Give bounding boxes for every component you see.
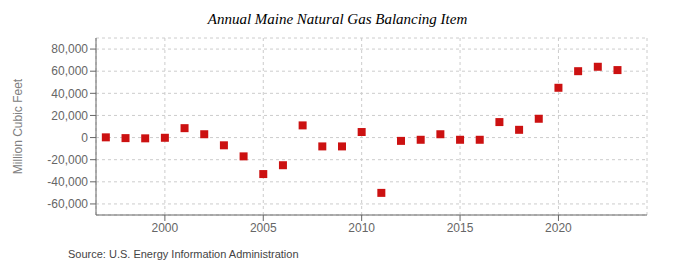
svg-text:Million Cubic Feet: Million Cubic Feet bbox=[11, 78, 25, 174]
svg-text:-20,000: -20,000 bbox=[47, 153, 88, 167]
svg-text:-60,000: -60,000 bbox=[47, 197, 88, 211]
html-text:Source: U.S. Energy Informatio: Source: U.S. Energy Information Administ… bbox=[68, 248, 299, 260]
svg-text:80,000: 80,000 bbox=[51, 42, 88, 56]
html-text:Annual Maine Natural Gas Balan: Annual Maine Natural Gas Balancing Item bbox=[207, 11, 468, 27]
svg-text:60,000: 60,000 bbox=[51, 64, 88, 78]
svg-text:2020: 2020 bbox=[545, 221, 572, 235]
svg-text:2005: 2005 bbox=[250, 221, 277, 235]
svg-text:40,000: 40,000 bbox=[51, 87, 88, 101]
svg-text:0: 0 bbox=[81, 131, 88, 145]
svg-text:2000: 2000 bbox=[152, 221, 179, 235]
svg-text:2010: 2010 bbox=[348, 221, 375, 235]
svg-text:20,000: 20,000 bbox=[51, 109, 88, 123]
svg-text:-40,000: -40,000 bbox=[47, 175, 88, 189]
svg-text:2015: 2015 bbox=[447, 221, 474, 235]
